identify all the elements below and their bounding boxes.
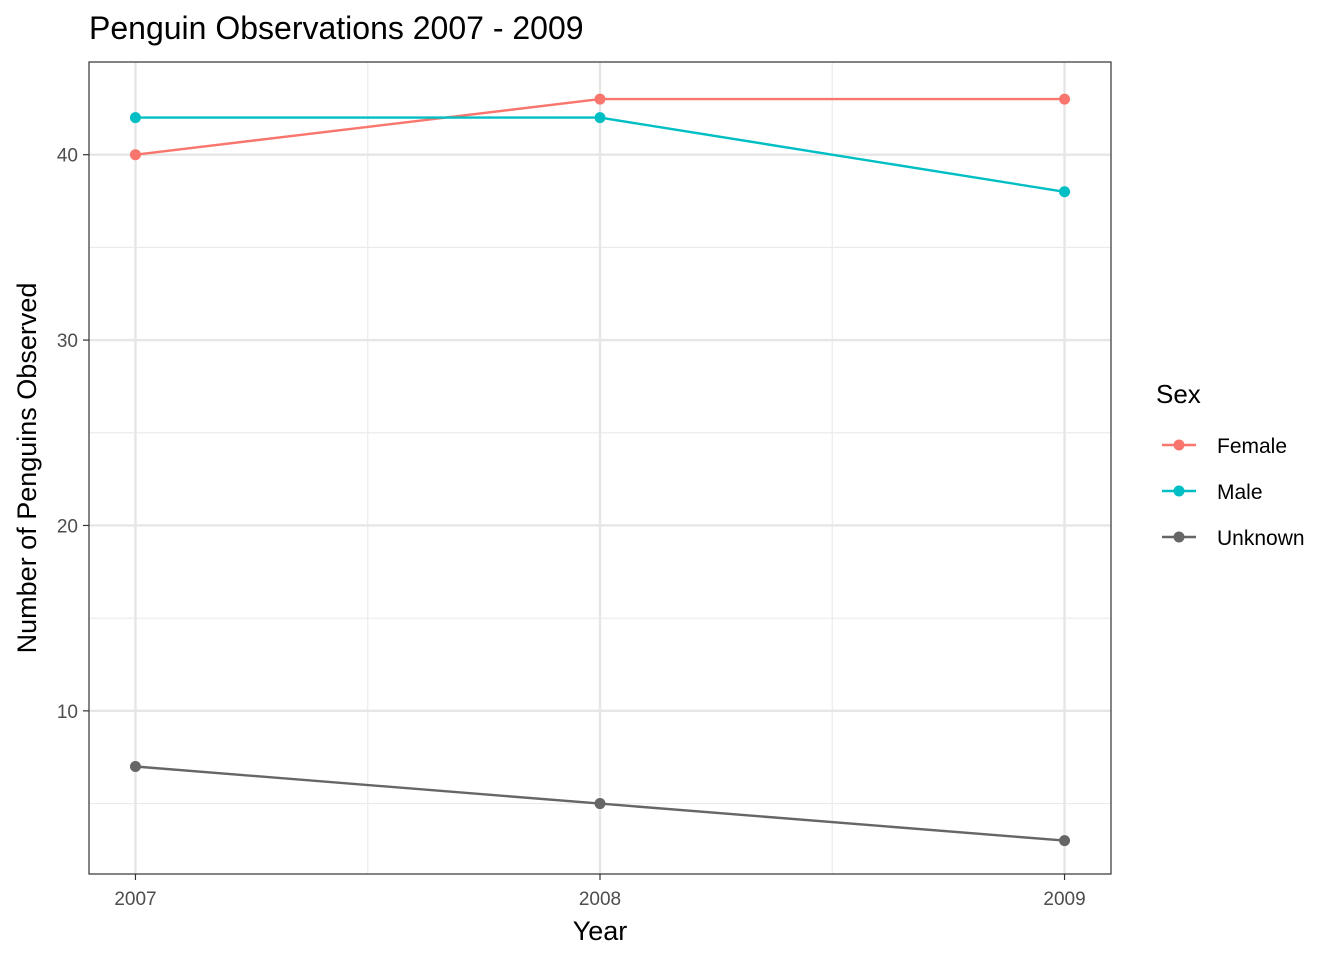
legend-label-female: Female xyxy=(1217,435,1287,458)
x-tick-label: 2008 xyxy=(579,889,621,910)
y-tick-label: 30 xyxy=(57,331,78,352)
data-point-male xyxy=(129,112,141,124)
series-layer xyxy=(129,93,1071,847)
data-point-female xyxy=(594,93,606,105)
data-point-unknown xyxy=(1059,835,1071,847)
gridlines xyxy=(89,61,1111,874)
chart-title: Penguin Observations 2007 - 2009 xyxy=(89,10,584,46)
x-axis-title: Year xyxy=(573,916,628,946)
x-tick-label: 2009 xyxy=(1043,889,1085,910)
y-tick-label: 40 xyxy=(57,146,78,167)
legend-title: Sex xyxy=(1156,379,1201,409)
legend-key-point-unknown xyxy=(1173,531,1185,543)
data-point-male xyxy=(1059,186,1071,198)
legend-key-point-female xyxy=(1173,439,1185,451)
legend-key-point-male xyxy=(1173,485,1185,497)
y-tick-label: 20 xyxy=(57,516,78,537)
y-axis: 10 20 30 40 xyxy=(57,146,89,723)
y-tick-label: 10 xyxy=(57,702,78,723)
y-axis-title: Number of Penguins Observed xyxy=(12,283,42,654)
x-axis: 2007 2008 2009 xyxy=(114,874,1086,910)
data-point-unknown xyxy=(129,760,141,772)
x-tick-label: 2007 xyxy=(114,889,156,910)
data-point-female xyxy=(1059,93,1071,105)
legend: Sex Female Male Unknown xyxy=(1156,379,1305,550)
legend-label-male: Male xyxy=(1217,481,1263,504)
data-point-male xyxy=(594,112,606,124)
data-point-female xyxy=(129,149,141,161)
data-point-unknown xyxy=(594,798,606,810)
legend-label-unknown: Unknown xyxy=(1217,527,1305,550)
